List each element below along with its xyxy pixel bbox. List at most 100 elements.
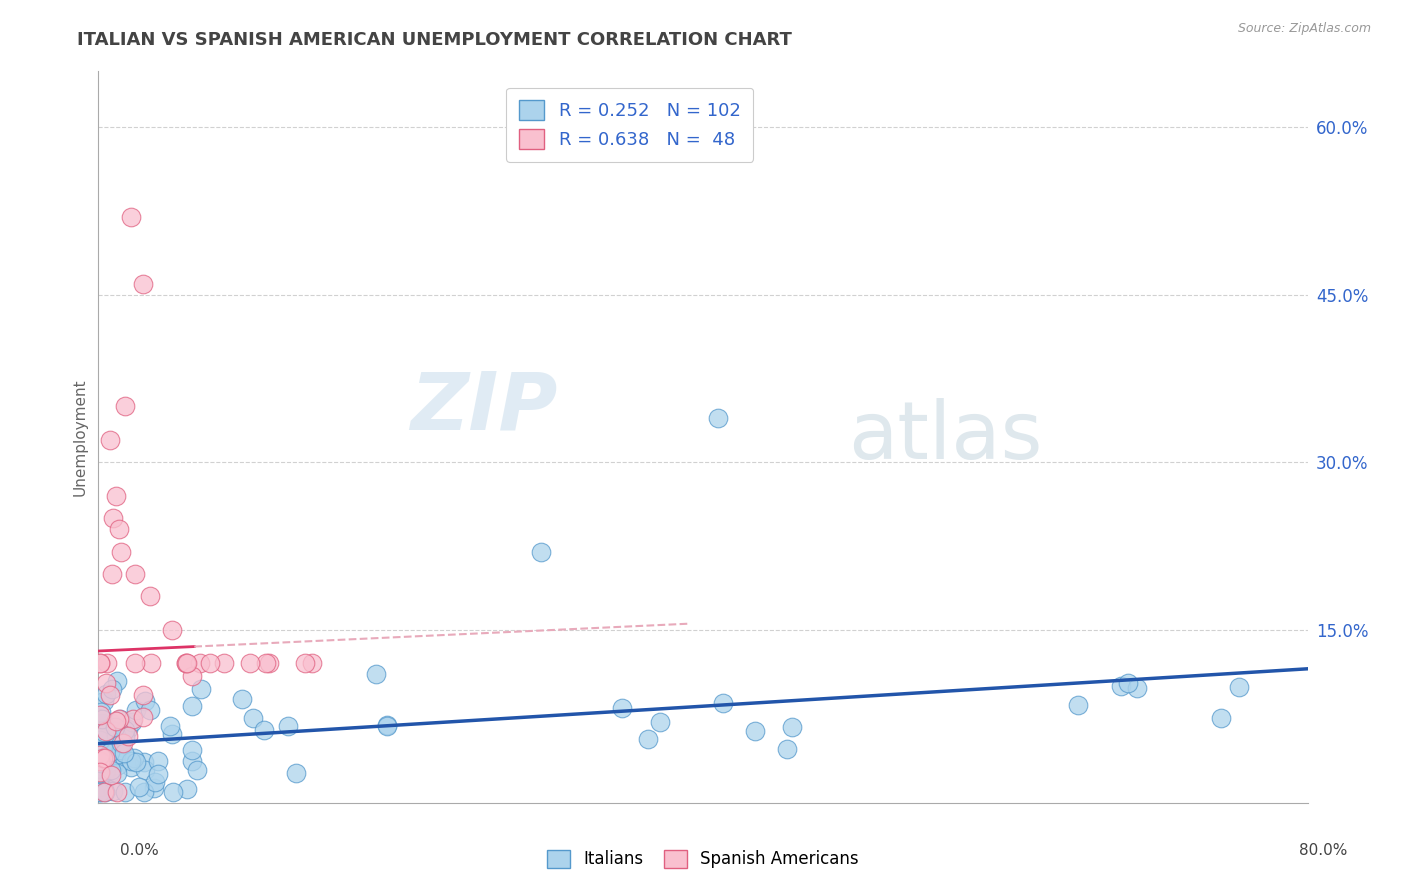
Point: [1227, 680, 1250, 694]
Point: [242, 711, 264, 725]
Text: ZIP: ZIP: [411, 368, 558, 447]
Point: [132, 784, 155, 798]
Point: [89, 657, 111, 671]
Point: [105, 765, 128, 780]
Point: [89, 780, 111, 794]
Point: [107, 747, 129, 761]
Text: atlas: atlas: [848, 398, 1042, 476]
Point: [98, 433, 121, 447]
Point: [1126, 681, 1149, 695]
Point: [91, 736, 114, 750]
Point: [254, 657, 277, 671]
Point: [100, 763, 122, 777]
Point: [96, 757, 118, 772]
Point: [101, 682, 124, 697]
Point: [176, 781, 198, 796]
Point: [159, 719, 181, 733]
Point: [107, 712, 129, 726]
Point: [706, 410, 728, 425]
Point: [198, 657, 221, 671]
Point: [90, 759, 112, 773]
Point: [212, 657, 235, 671]
Point: [120, 210, 142, 224]
Point: [277, 719, 299, 733]
Point: [117, 722, 139, 736]
Point: [114, 723, 136, 738]
Point: [139, 657, 162, 671]
Point: [89, 764, 111, 779]
Point: [143, 775, 166, 789]
Point: [176, 657, 198, 671]
Point: [111, 735, 134, 749]
Point: [114, 730, 136, 744]
Point: [107, 758, 129, 772]
Point: [1109, 679, 1132, 693]
Point: [1211, 711, 1233, 725]
Point: [101, 511, 124, 525]
Point: [139, 703, 162, 717]
Point: [91, 731, 114, 746]
Point: [100, 566, 122, 581]
Point: [120, 760, 142, 774]
Point: [98, 766, 121, 780]
Point: [114, 400, 136, 414]
Point: [94, 764, 117, 779]
Point: [134, 694, 156, 708]
Point: [108, 522, 131, 536]
Point: [612, 701, 634, 715]
Legend: Italians, Spanish Americans: Italians, Spanish Americans: [540, 843, 866, 875]
Point: [181, 699, 204, 714]
Point: [93, 784, 115, 798]
Point: [124, 657, 146, 671]
Point: [180, 743, 202, 757]
Point: [148, 767, 170, 781]
Point: [90, 705, 112, 719]
Point: [637, 732, 659, 747]
Point: [744, 724, 766, 739]
Point: [134, 763, 156, 777]
Point: [89, 784, 111, 798]
Point: [125, 755, 148, 769]
Point: [96, 676, 118, 690]
Point: [94, 723, 117, 738]
Point: [89, 732, 111, 747]
Point: [139, 589, 162, 603]
Point: [110, 736, 132, 750]
Point: [124, 566, 146, 581]
Point: [1067, 698, 1090, 713]
Text: ITALIAN VS SPANISH AMERICAN UNEMPLOYMENT CORRELATION CHART: ITALIAN VS SPANISH AMERICAN UNEMPLOYMENT…: [77, 31, 792, 49]
Point: [776, 742, 799, 756]
Point: [103, 720, 125, 734]
Point: [284, 765, 307, 780]
Point: [124, 751, 146, 765]
Point: [110, 713, 132, 727]
Point: [142, 781, 165, 796]
Point: [181, 754, 204, 768]
Point: [94, 723, 117, 737]
Point: [96, 657, 118, 671]
Point: [162, 784, 184, 798]
Point: [104, 728, 127, 742]
Point: [103, 724, 125, 739]
Point: [160, 727, 183, 741]
Point: [190, 681, 212, 696]
Point: [377, 718, 399, 732]
Point: [104, 720, 127, 734]
Point: [94, 762, 117, 776]
Point: [89, 708, 111, 723]
Point: [94, 751, 117, 765]
Point: [96, 687, 118, 701]
Point: [121, 712, 143, 726]
Text: Source: ZipAtlas.com: Source: ZipAtlas.com: [1237, 22, 1371, 36]
Point: [110, 544, 132, 558]
Point: [100, 716, 122, 731]
Point: [257, 657, 280, 671]
Point: [124, 703, 146, 717]
Point: [128, 780, 150, 794]
Point: [107, 674, 129, 689]
Point: [91, 740, 114, 755]
Point: [253, 723, 276, 738]
Point: [105, 784, 128, 798]
Point: [239, 657, 262, 671]
Point: [93, 778, 115, 792]
